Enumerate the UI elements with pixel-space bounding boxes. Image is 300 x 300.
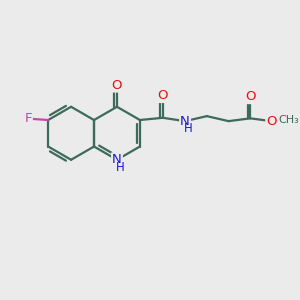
Text: O: O bbox=[266, 115, 277, 128]
Text: F: F bbox=[24, 112, 32, 125]
Text: H: H bbox=[116, 161, 124, 174]
Text: O: O bbox=[245, 90, 256, 103]
Text: H: H bbox=[184, 122, 192, 135]
Text: O: O bbox=[112, 79, 122, 92]
Text: N: N bbox=[180, 115, 190, 128]
Text: CH₃: CH₃ bbox=[278, 115, 299, 125]
Text: N: N bbox=[112, 153, 122, 166]
Text: O: O bbox=[158, 89, 168, 102]
